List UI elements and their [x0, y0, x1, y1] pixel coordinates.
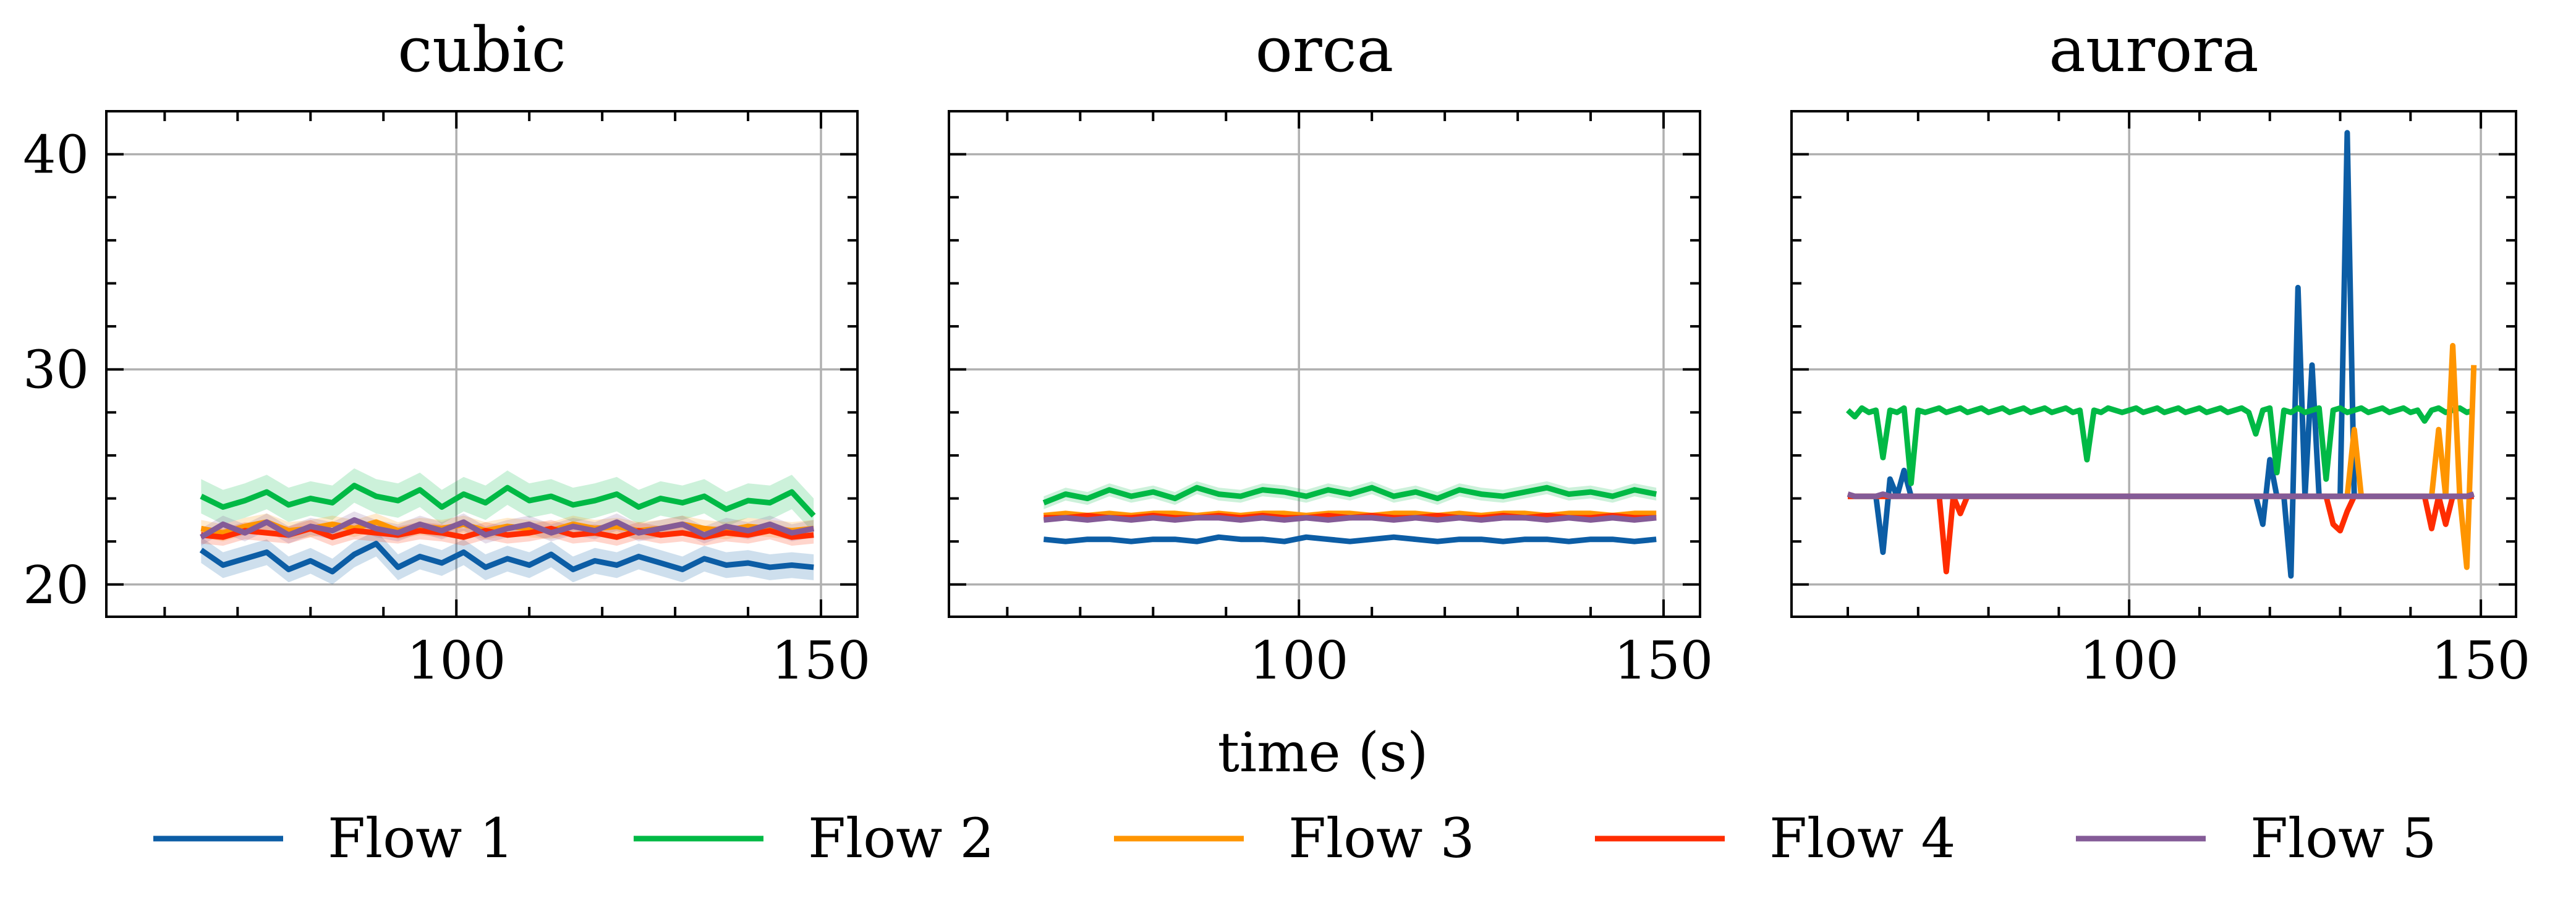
x-tick-label: 150	[2431, 630, 2530, 691]
legend-label: Flow 5	[2250, 806, 2436, 870]
plot-area	[1042, 481, 1657, 544]
panel-orca: 100 150 orca	[948, 14, 1713, 691]
plot-area	[1845, 130, 2477, 579]
x-tick-label: 150	[772, 630, 870, 691]
y-tick-label: 40	[23, 125, 89, 185]
legend-label: Flow 1	[328, 806, 514, 870]
series-flow-4	[1848, 493, 2474, 575]
x-tick-label: 100	[1249, 630, 1348, 691]
plot-area	[199, 468, 816, 585]
series-flow-5	[200, 517, 815, 540]
x-axis-label: time (s)	[1218, 721, 1429, 784]
legend-label: Flow 2	[808, 806, 994, 870]
legend-item-flow-5: Flow 5	[2076, 806, 2436, 870]
panel-title: aurora	[2049, 14, 2258, 86]
series-flow-2	[1042, 485, 1657, 506]
panel-title: cubic	[397, 14, 566, 86]
panels: 100 150 20 30 40 cubic 100 150 orca 100 150 aurora	[23, 14, 2530, 691]
y-tick-label: 30	[23, 340, 89, 400]
legend-item-flow-4: Flow 4	[1595, 806, 1955, 870]
legend: Flow 1 Flow 2 Flow 3 Flow 4 Flow 5	[153, 806, 2436, 870]
series-flow-5	[1847, 491, 2475, 499]
axes-frame	[948, 110, 1701, 618]
series-flow-2	[1845, 405, 2475, 486]
panel-title: orca	[1256, 14, 1394, 86]
series-flow-2	[200, 483, 816, 518]
x-tick-label: 100	[2080, 630, 2179, 691]
legend-item-flow-3: Flow 3	[1114, 806, 1474, 870]
panel-cubic: 100 150 20 30 40 cubic	[23, 14, 870, 691]
axes-frame	[105, 110, 859, 618]
axes-frame	[1790, 110, 2517, 618]
x-tick-label: 150	[1614, 630, 1713, 691]
series-flow-1	[1043, 534, 1657, 544]
legend-label: Flow 4	[1769, 806, 1955, 870]
x-tick-label: 100	[407, 630, 506, 691]
series-flow-5	[1043, 515, 1657, 523]
panel-aurora: 100 150 aurora	[1790, 14, 2530, 691]
legend-item-flow-1: Flow 1	[153, 806, 514, 870]
legend-item-flow-2: Flow 2	[634, 806, 994, 870]
legend-label: Flow 3	[1288, 806, 1474, 870]
series-flow-1	[199, 541, 814, 575]
y-tick-label: 20	[23, 555, 89, 616]
